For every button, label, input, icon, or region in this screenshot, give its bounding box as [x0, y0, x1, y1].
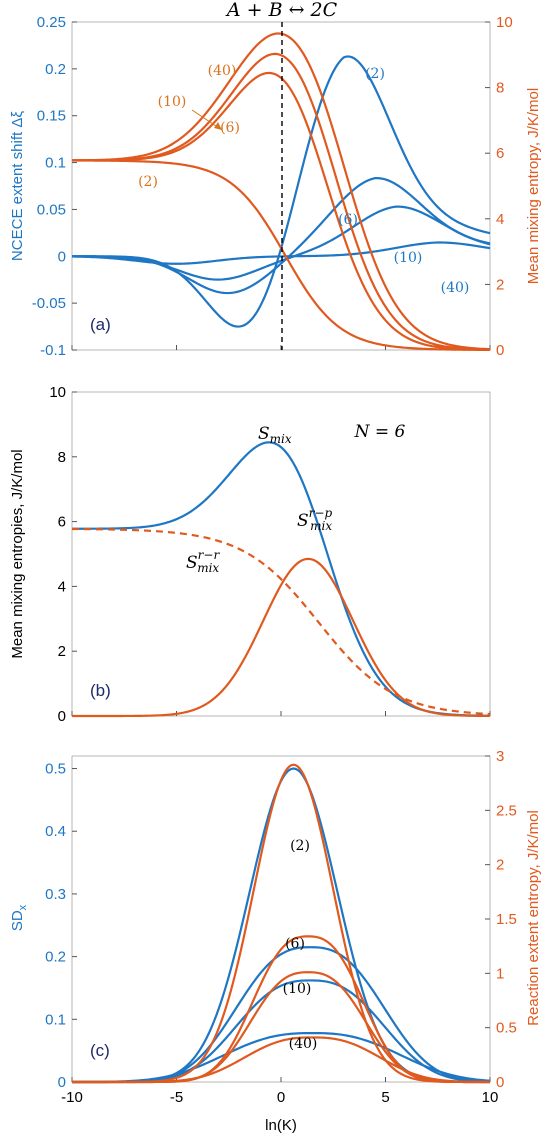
y-tick-label: 0.4 [45, 823, 66, 840]
y2-tick-label: 0 [496, 1074, 504, 1091]
y-tick-label: 0.5 [45, 761, 66, 778]
panel-b-srp-label: Sr−p mix [297, 506, 332, 533]
y-tick-label: 4 [58, 578, 66, 595]
panel-a-label-10-arrowhead [214, 122, 222, 130]
panel-a-right-ylabel: Mean mixing entropy, J/K/mol [525, 88, 542, 284]
panel-b-ylabel: Mean mixing entropies, J/K/mol [9, 449, 26, 658]
panel-c-x-ticks: -10 -5 0 5 10 [61, 1077, 498, 1106]
panel-a-label-40: (40) [208, 63, 237, 79]
panel-b: 0 2 4 6 8 10 Mean mixing entropies, J/K/mol (… [9, 384, 491, 725]
y2-tick-label: 2.5 [496, 802, 517, 819]
x-tick-label: -5 [170, 1089, 183, 1106]
panel-b-id: (b) [90, 681, 111, 700]
panel-b-smix-label: Smix [258, 424, 292, 446]
panel-a-frame [71, 21, 491, 351]
panel-c-id: (c) [90, 1041, 110, 1060]
panel-c-label-40: (40) [289, 1036, 318, 1052]
y2-tick-label: 4 [496, 211, 504, 228]
panel-a-right-axis: 0 2 4 6 8 10 [485, 14, 513, 359]
y-tick-label: 0.1 [45, 1011, 66, 1028]
panel-c-left-ylabel: SDx [9, 904, 29, 931]
y2-tick-label: 1.5 [496, 911, 517, 928]
panel-a-label-10: (10) [158, 94, 187, 110]
y-tick-label: 8 [58, 449, 66, 466]
panel-a-left-ylabel: NCECE extent shift Δξ [9, 111, 26, 261]
panel-c-label-6: (6) [285, 936, 305, 952]
panel-b-srr-label: Sr−r mix [186, 548, 220, 575]
y-tick-label: 0 [58, 248, 66, 265]
panel-b-lines [71, 441, 491, 718]
series-line-orange [72, 52, 491, 351]
y-tick-label: 0.15 [37, 108, 66, 125]
y-tick-label: 0.2 [45, 949, 66, 966]
y2-tick-label: 8 [496, 80, 504, 97]
series-line-blue [72, 946, 491, 1084]
series-line-orange [72, 557, 491, 718]
panel-c-xlabel: ln(K) [265, 1117, 297, 1134]
series-line-orange [71, 527, 491, 716]
series-line-orange [72, 971, 490, 1084]
y2-tick-label: 2 [496, 276, 504, 293]
series-line-orange [72, 935, 490, 1084]
series-line-blue [72, 1032, 491, 1084]
y-tick-label: 0.1 [45, 155, 66, 172]
series-line-orange [72, 1036, 491, 1084]
y2-tick-label: 2 [496, 857, 504, 874]
y-tick-label: 6 [58, 514, 66, 531]
y-tick-label: 10 [49, 384, 66, 401]
panel-c-left-axis: 0 0.1 0.2 0.3 0.4 0.5 [45, 761, 77, 1091]
y2-tick-label: 3 [496, 748, 504, 765]
panel-c-lines [72, 763, 491, 1084]
panel-c-right-ylabel: Reaction extent entropy, J/K/mol [525, 810, 542, 1026]
x-tick-label: 0 [277, 1089, 285, 1106]
series-line-orange [71, 32, 491, 351]
y-tick-label: -0.1 [40, 342, 66, 359]
panel-a-label-b40: (40) [441, 280, 470, 296]
x-tick-label: 10 [482, 1089, 499, 1106]
panel-c-label-10: (10) [283, 981, 312, 997]
panel-a-label-b6: (6) [338, 212, 358, 228]
panel-a: -0.1 -0.05 0 0.05 0.1 0.15 0.2 0.25 0 2 4 6 8 10 A +… [9, 0, 542, 359]
y-tick-label: 0.2 [45, 61, 66, 78]
y-tick-label: 0 [58, 708, 66, 725]
panel-c-label-2: (2) [290, 838, 310, 854]
series-line-blue [71, 205, 491, 281]
panel-a-lines [71, 32, 491, 351]
series-line-orange [71, 159, 491, 351]
panel-a-id: (a) [90, 315, 111, 334]
panel-a-label-6: (6) [220, 120, 240, 136]
y-tick-label: 2 [58, 643, 66, 660]
panel-c: 0 0.1 0.2 0.3 0.4 0.5 0 0.5 1 1.5 2 2.5 3 -10 -5 0 5 10… [9, 748, 542, 1134]
series-line-blue [71, 241, 491, 265]
y2-tick-label: 0.5 [496, 1020, 517, 1037]
y-tick-label: -0.05 [32, 295, 66, 312]
y-tick-label: 0.3 [45, 886, 66, 903]
y-tick-label: 0.25 [37, 14, 66, 31]
series-line-blue [71, 55, 491, 328]
panel-a-label-b10: (10) [394, 250, 423, 266]
panel-c-frame [71, 755, 491, 1083]
x-tick-label: -10 [61, 1089, 83, 1106]
panel-c-right-axis: 0 0.5 1 1.5 2 2.5 3 [485, 748, 517, 1091]
y2-tick-label: 1 [496, 965, 504, 982]
x-tick-label: 5 [381, 1089, 389, 1106]
y2-tick-label: 10 [496, 14, 513, 31]
y-tick-label: 0.05 [37, 201, 66, 218]
panel-a-title: A + B ↔ 2C [225, 0, 338, 21]
y2-tick-label: 0 [496, 342, 504, 359]
panel-b-n-label: N = 6 [354, 422, 406, 442]
y2-tick-label: 6 [496, 145, 504, 162]
panel-a-left-axis: -0.1 -0.05 0 0.05 0.1 0.15 0.2 0.25 [32, 14, 77, 359]
y-tick-label: 0 [58, 1074, 66, 1091]
panel-a-label-b2: (2) [365, 66, 385, 82]
panel-a-label-2: (2) [138, 174, 158, 190]
panel-b-left-axis: 0 2 4 6 8 10 [49, 384, 77, 725]
